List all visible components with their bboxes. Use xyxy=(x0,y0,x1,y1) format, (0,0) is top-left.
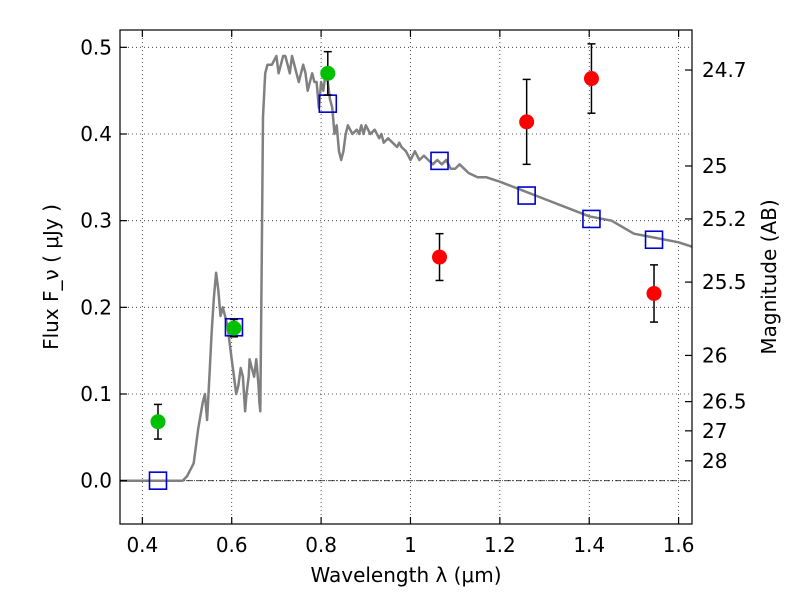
red-data-point xyxy=(646,285,662,301)
y2-tick-label: 25.5 xyxy=(702,270,747,294)
y-tick-label: 0.3 xyxy=(80,209,112,233)
y2-tick-label: 24.7 xyxy=(702,58,747,82)
y-axis-title: Flux F_ν ( μJy ) xyxy=(39,204,63,350)
y2-axis-title-text: Magnitude (AB) xyxy=(757,199,781,354)
x-tick-label: 1.6 xyxy=(663,533,695,557)
x-tick-label: 0.6 xyxy=(216,533,248,557)
model-box-marker xyxy=(318,94,338,113)
template-spectrum-line xyxy=(120,54,693,482)
template-spectrum-layer xyxy=(120,54,693,482)
x-tick-label: 1.2 xyxy=(484,533,516,557)
y2-tick-label: 25 xyxy=(702,154,727,178)
x-tick-label: 1.4 xyxy=(573,533,605,557)
model-box-marker xyxy=(148,471,168,490)
observed-points-layer xyxy=(150,65,662,430)
y-tick-label: 0.4 xyxy=(80,122,112,146)
ticks xyxy=(120,30,692,524)
y2-tick-label: 27 xyxy=(702,419,727,443)
tick-labels: 0.4 0.6 0.8 1 1.2 1.4 1.6 0.0 0.1 0.2 0.3 0.4 0.5 24.… xyxy=(80,35,746,557)
green-data-point xyxy=(226,320,242,336)
y2-tick-label: 26.5 xyxy=(702,390,747,414)
x-axis-title-text: Wavelength λ (μm) xyxy=(310,563,501,587)
x-tick-label: 0.4 xyxy=(126,533,158,557)
model-box-marker xyxy=(430,151,449,171)
errorbars-layer xyxy=(153,43,659,440)
y-tick-label: 0.2 xyxy=(80,295,112,319)
y-tick-label: 0.1 xyxy=(80,382,112,406)
model-box-marker xyxy=(582,209,601,229)
model-box-marker xyxy=(644,230,664,250)
plot-frame xyxy=(119,29,693,525)
green-data-point xyxy=(320,65,336,81)
y-tick-label: 0.0 xyxy=(80,469,112,493)
red-data-point xyxy=(519,114,535,130)
y-tick-label: 0.5 xyxy=(80,35,112,59)
red-data-point xyxy=(432,249,448,265)
red-data-point xyxy=(583,71,599,87)
model-box-marker xyxy=(517,186,536,205)
green-data-point xyxy=(150,414,166,430)
model-boxes-layer xyxy=(148,94,664,490)
x-tick-label: 1 xyxy=(404,533,417,557)
y2-tick-label: 28 xyxy=(702,449,727,473)
y-axis-title-text: Flux F_ν ( μJy ) xyxy=(39,204,63,350)
x-tick-label: 0.8 xyxy=(305,533,337,557)
y2-axis-title: Magnitude (AB) xyxy=(757,199,781,354)
y2-tick-label: 25.2 xyxy=(702,207,747,231)
x-axis-title: Wavelength λ (μm) xyxy=(310,563,501,587)
grid xyxy=(120,30,692,524)
y2-tick-label: 26 xyxy=(702,343,727,367)
